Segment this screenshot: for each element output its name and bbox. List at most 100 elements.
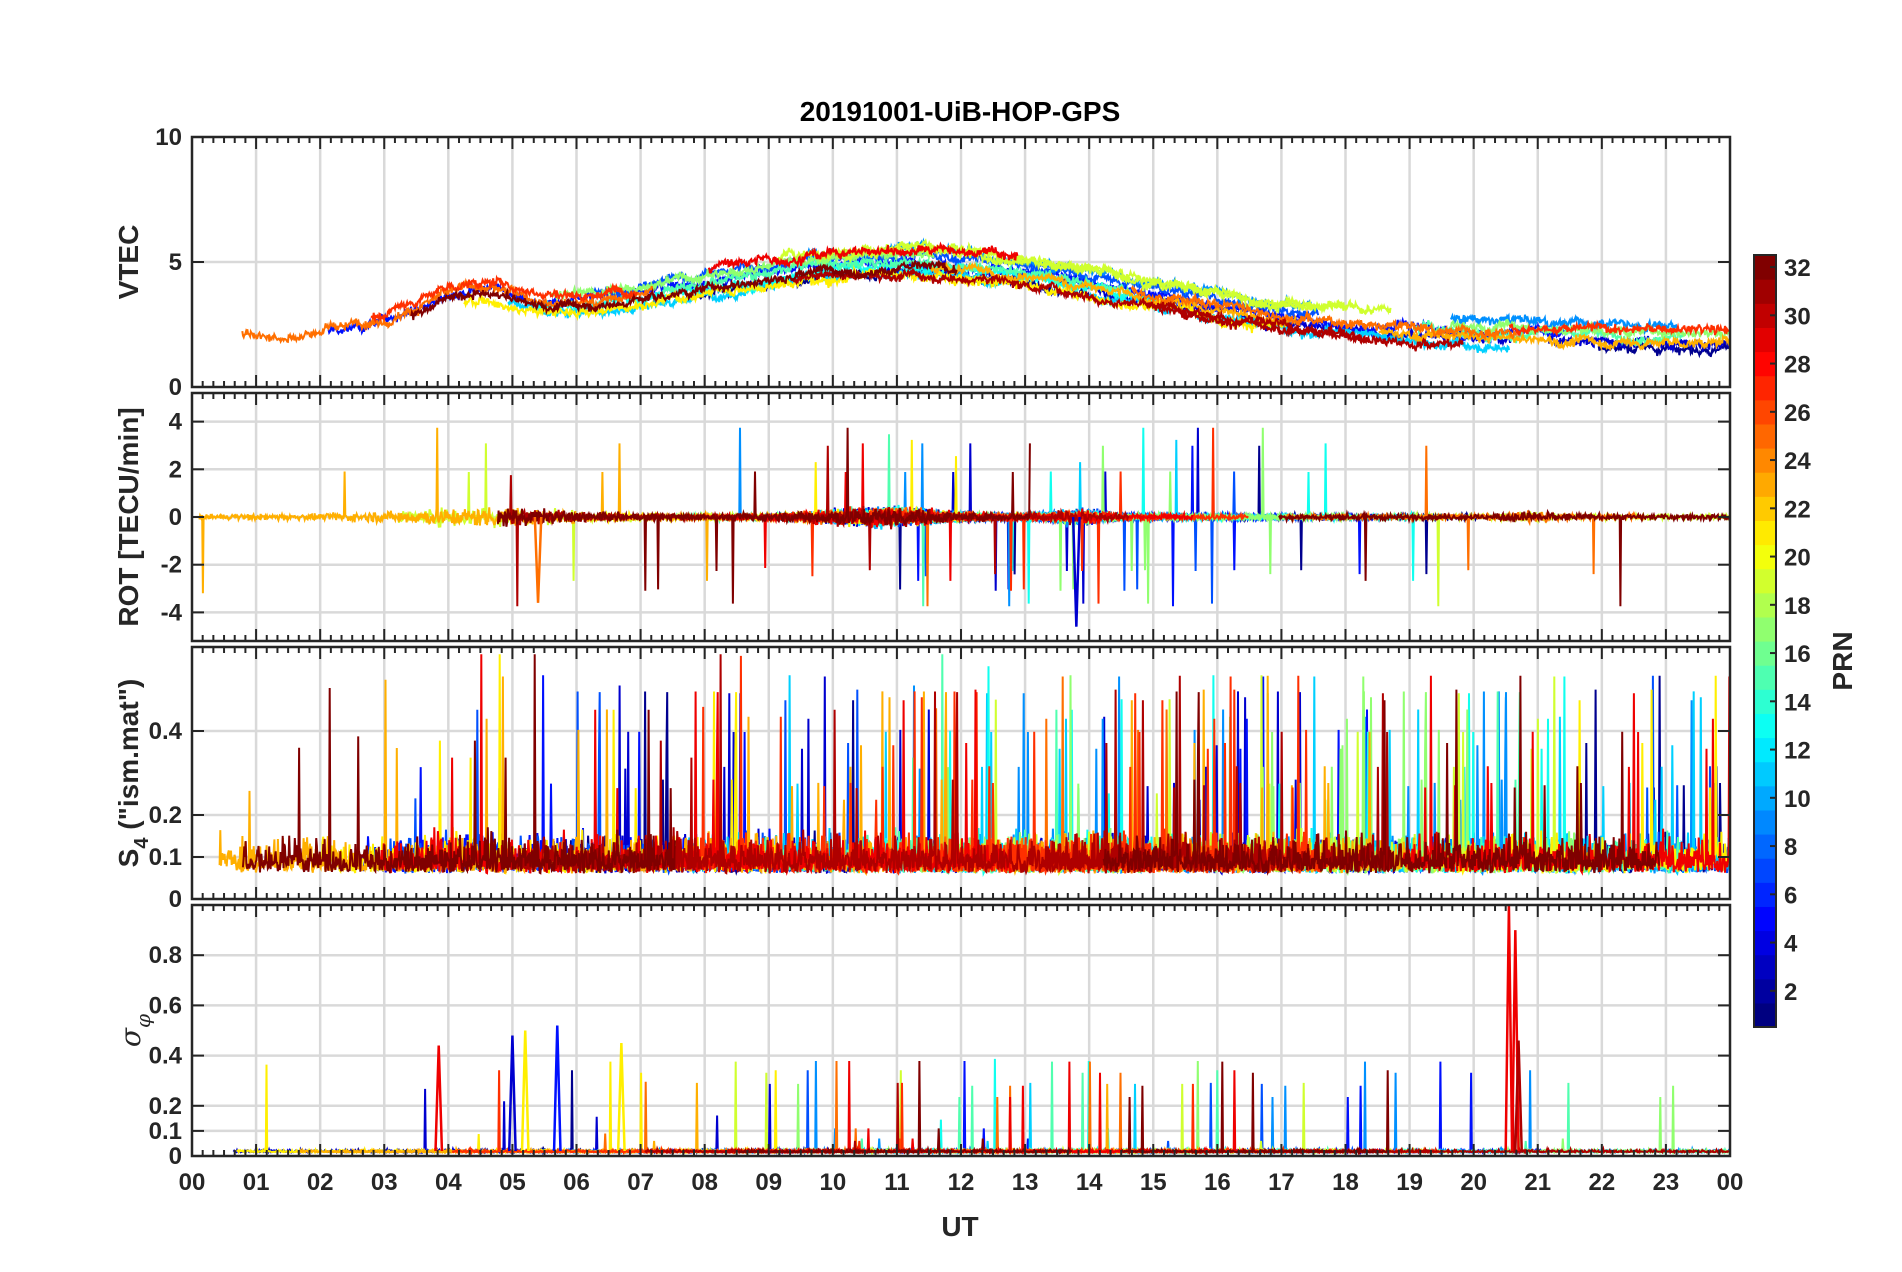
x-axis-label: UT xyxy=(941,1211,978,1242)
trace-spike xyxy=(1514,1040,1523,1152)
x-tick-label: 18 xyxy=(1332,1169,1359,1196)
traces xyxy=(241,237,1730,359)
y-axis-label: VTEC xyxy=(113,225,144,300)
y-tick-label: 0.4 xyxy=(149,718,183,745)
x-tick-label: 00 xyxy=(179,1169,206,1196)
x-tick-label: 10 xyxy=(819,1169,846,1196)
x-tick-label: 22 xyxy=(1588,1169,1615,1196)
colorbar-segment xyxy=(1754,930,1776,956)
colorbar-segment xyxy=(1754,255,1776,280)
colorbar-tick-label: 16 xyxy=(1784,641,1811,668)
trace-prn-26 xyxy=(370,274,638,324)
x-tick-label: 20 xyxy=(1460,1169,1487,1196)
colorbar-tick-label: 4 xyxy=(1784,931,1798,958)
colorbar-tick-label: 6 xyxy=(1784,882,1797,909)
y-axis-label: ROT [TECU/min] xyxy=(113,407,144,626)
trace-prn-19 xyxy=(838,243,1392,316)
trace-spike xyxy=(520,1030,530,1152)
trace-spike xyxy=(533,516,543,603)
x-ticks xyxy=(191,393,1731,641)
colorbar-segment xyxy=(1754,327,1776,353)
y-tick-label: 0 xyxy=(169,886,182,913)
colorbar-tick-label: 24 xyxy=(1784,448,1811,475)
traces xyxy=(198,427,1730,627)
x-tick-label: 04 xyxy=(435,1169,462,1196)
panel-s4: 0 0.1 0.2 0.4S4 ("ism.mat") xyxy=(113,645,1732,913)
colorbar-segment xyxy=(1754,834,1776,859)
trace-spike xyxy=(1071,516,1081,627)
colorbar-tick-label: 22 xyxy=(1784,496,1811,523)
y-tick-label: 4 xyxy=(169,409,183,436)
trace-prn-32 xyxy=(241,654,676,875)
trace-prn-32 xyxy=(496,427,1031,604)
colorbar-segment xyxy=(1754,544,1776,570)
x-tick-label: 03 xyxy=(371,1169,398,1196)
trace-prn-32 xyxy=(738,1060,1073,1155)
colorbar-tick-label: 20 xyxy=(1784,545,1811,572)
colorbar-tick-label: 28 xyxy=(1784,352,1811,379)
colorbar-segment xyxy=(1754,882,1776,907)
colorbar-tick-label: 10 xyxy=(1784,786,1811,813)
panel-vtec: 0 5 10 VTEC xyxy=(113,124,1732,401)
y-tick-label: 0 xyxy=(169,504,182,531)
colorbar-segment xyxy=(1754,496,1776,521)
y-tick-label: 5 xyxy=(169,249,182,276)
colorbar-segment xyxy=(1754,472,1776,497)
x-tick-label: 15 xyxy=(1140,1169,1167,1196)
colorbar-segment xyxy=(1754,279,1776,304)
colorbar-segment xyxy=(1754,785,1776,811)
trace-spike xyxy=(1504,905,1514,1151)
y-tick-label: -4 xyxy=(161,599,183,626)
colorbar-frame xyxy=(1753,254,1777,1028)
colorbar-segment xyxy=(1754,978,1776,1004)
colorbar-segment xyxy=(1754,737,1776,763)
colorbar-segment xyxy=(1754,520,1776,546)
trace-prn-20 xyxy=(463,264,999,321)
colorbar-segment xyxy=(1754,303,1776,328)
x-tick-label: 13 xyxy=(1012,1169,1039,1196)
colorbar-label: PRN xyxy=(1827,631,1858,690)
trace-prn-1 xyxy=(1597,341,1730,359)
colorbar-segment xyxy=(1754,399,1776,425)
colorbar-segment xyxy=(1754,351,1776,377)
colorbar-segment xyxy=(1754,448,1776,473)
y-tick-label: 2 xyxy=(169,456,182,483)
colorbar-segment xyxy=(1754,375,1776,401)
colorbar-segment xyxy=(1754,761,1776,787)
colorbar-segment xyxy=(1754,906,1776,932)
x-tick-label: 12 xyxy=(948,1169,975,1196)
colorbar-segment xyxy=(1754,665,1776,690)
x-tick-label: 21 xyxy=(1524,1169,1551,1196)
trace-prn-32 xyxy=(410,259,958,321)
trace-prn-22 xyxy=(929,260,1297,328)
colorbar-segment xyxy=(1754,568,1776,594)
trace-prn-28 xyxy=(707,241,1019,274)
x-ticks xyxy=(191,137,1731,387)
y-tick-label: 10 xyxy=(155,124,182,151)
colorbar-tick-label: 32 xyxy=(1784,255,1811,282)
x-tick-label: 11 xyxy=(884,1169,909,1196)
trace-prn-24 xyxy=(1130,284,1518,342)
colorbar-tick-label: 18 xyxy=(1784,593,1811,620)
x-tick-label: 23 xyxy=(1653,1169,1680,1196)
trace-prn-32 xyxy=(1120,1061,1390,1156)
y-axis-label: σφ xyxy=(114,1014,155,1047)
trace-prn-22 xyxy=(1378,326,1730,352)
y-tick-label: 0.1 xyxy=(149,844,182,871)
y-axis-label: S4 ("ism.mat") xyxy=(113,679,153,868)
colorbar-tick-label: 12 xyxy=(1784,738,1811,765)
colorbar-segment xyxy=(1754,809,1776,835)
x-ticks xyxy=(191,647,1731,899)
trace-prn-30 xyxy=(791,267,1370,345)
chart-title: 20191001-UiB-HOP-GPS xyxy=(800,96,1121,127)
trace-prn-26 xyxy=(1508,319,1730,338)
y-tick-label: 0.2 xyxy=(149,1093,182,1120)
x-tick-label: 08 xyxy=(691,1169,718,1196)
trace-prn-32 xyxy=(1278,508,1730,607)
y-tick-label: 0.6 xyxy=(149,992,182,1019)
x-tick-label: 17 xyxy=(1268,1169,1295,1196)
x-tick-labels: 00 01 02 03 04 05 06 07 08 09 10 11 12 13 14 15 16 17 18 19… xyxy=(179,1169,1744,1196)
x-tick-label: 01 xyxy=(243,1169,270,1196)
